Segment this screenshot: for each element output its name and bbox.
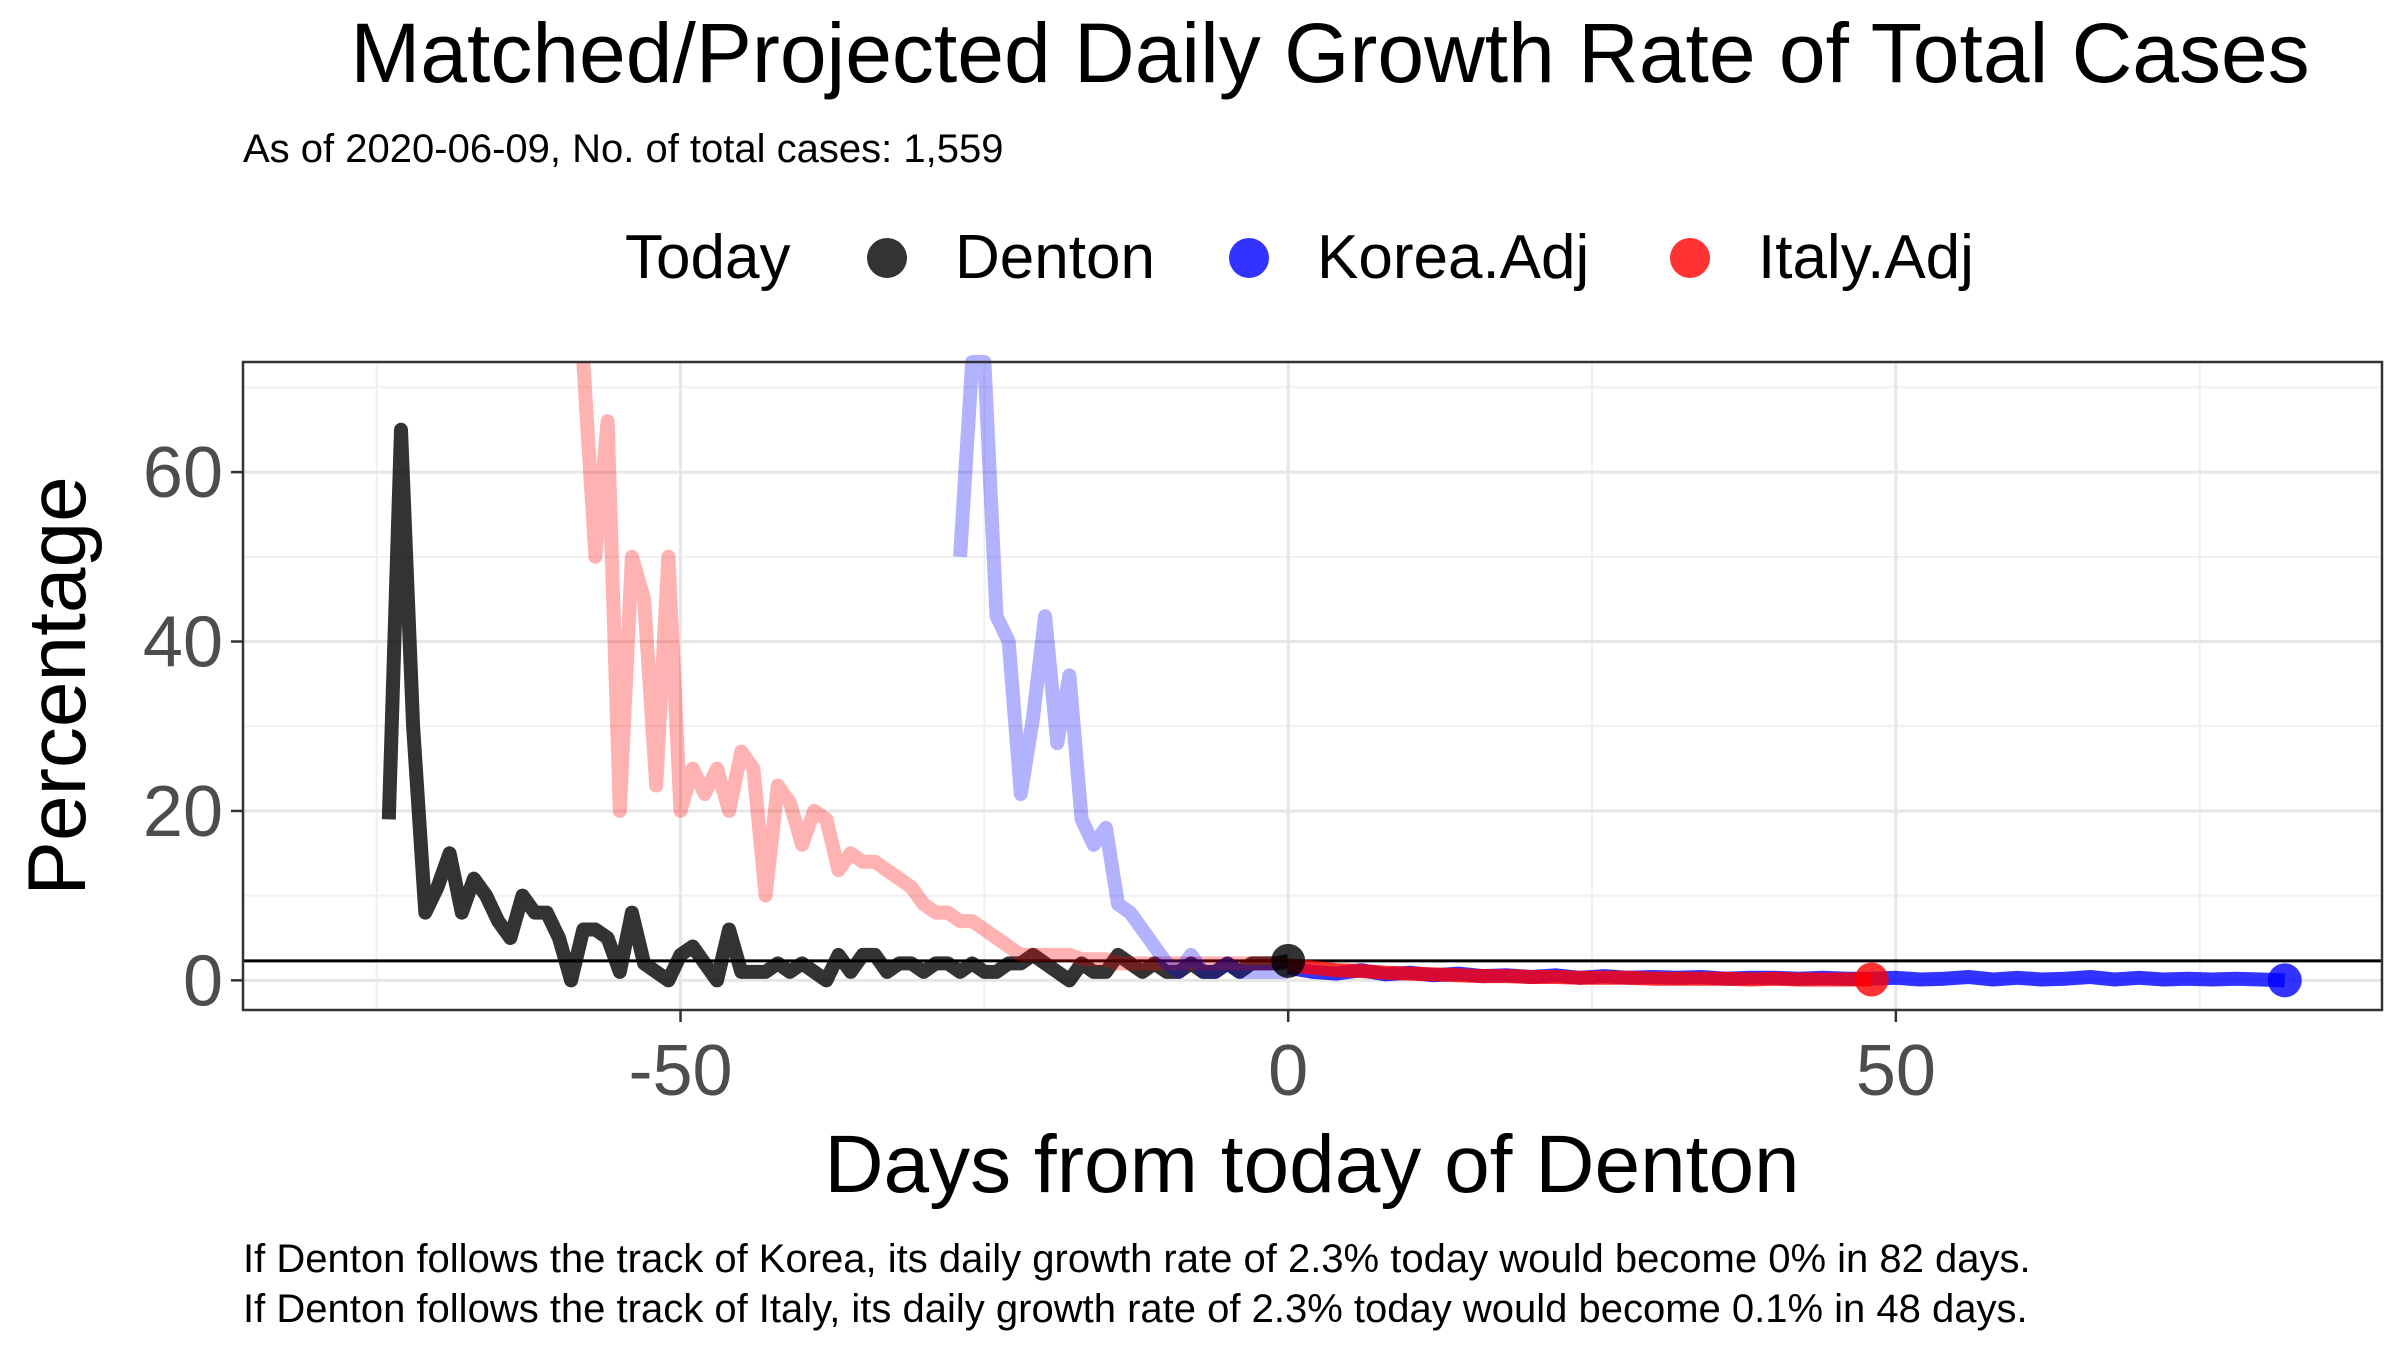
footnote-korea: If Denton follows the track of Korea, it…: [243, 1237, 2031, 1281]
legend-key-denton: [867, 238, 907, 278]
x-tick-label: 0: [1268, 1031, 1308, 1111]
legend-key-italy: [1670, 238, 1710, 278]
series-line-denton: [381, 422, 1290, 988]
legend-title: Today: [625, 223, 790, 292]
y-axis-label: Percentage: [12, 476, 103, 895]
plot-grid: [243, 362, 2382, 1010]
y-tick-label: 0: [183, 941, 223, 1021]
today-marker-italy-adj: [1854, 962, 1889, 997]
y-tick-label: 60: [143, 433, 223, 513]
plot-panel-border: [241, 360, 2384, 1012]
x-axis-ticks: -50 0 50: [628, 1010, 1936, 1111]
y-tick-label: 40: [143, 603, 223, 683]
legend-label-korea: Korea.Adj: [1317, 223, 1589, 292]
series-line-italy-adj-projected: [1287, 958, 1872, 987]
plot-series: [381, 355, 2286, 988]
footnote-italy: If Denton follows the track of Italy, it…: [243, 1287, 2028, 1331]
today-marker-denton: [1271, 943, 1306, 978]
chart-subtitle: As of 2020-06-09, No. of total cases: 1,…: [243, 127, 1003, 171]
x-tick-label: -50: [628, 1031, 732, 1111]
today-marker-korea-adj: [2267, 963, 2302, 998]
series-line-italy-adj-matched: [576, 361, 1289, 971]
legend-label-denton: Denton: [955, 223, 1155, 292]
x-axis-label: Days from today of Denton: [824, 1119, 1799, 1210]
chart-title: Matched/Projected Daily Growth Rate of T…: [350, 6, 2309, 100]
legend: Today Denton Korea.Adj Italy.Adj: [625, 223, 1974, 292]
x-tick-label: 50: [1856, 1031, 1936, 1111]
y-tick-label: 20: [143, 772, 223, 852]
today-markers: [1271, 943, 2302, 998]
y-axis-ticks: 0 20 40 60: [143, 433, 243, 1021]
legend-key-korea: [1229, 238, 1269, 278]
legend-label-italy: Italy.Adj: [1758, 223, 1974, 292]
series-line-korea-adj-matched: [953, 355, 1289, 979]
